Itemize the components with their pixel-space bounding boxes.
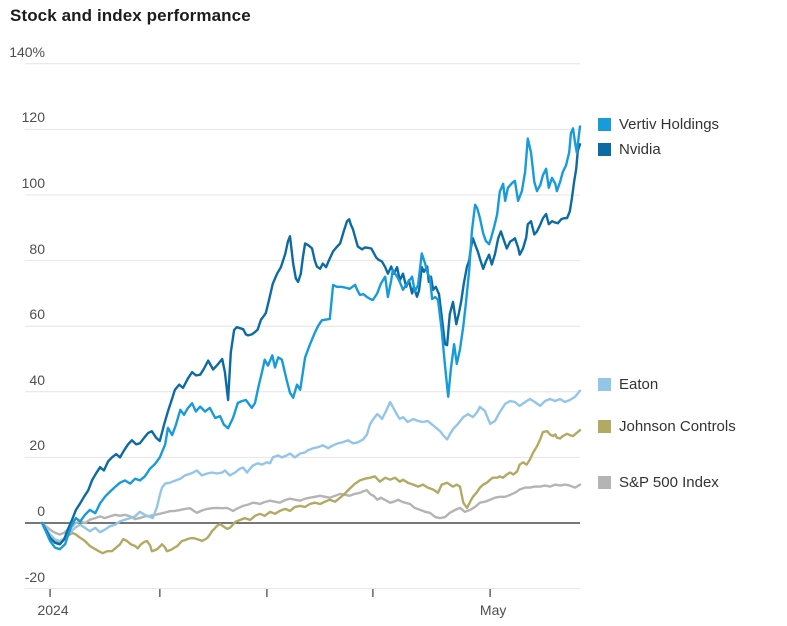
y-axis-label-60: 60 bbox=[29, 306, 45, 323]
series-line-eaton bbox=[40, 389, 582, 543]
y-axis-label-0: 0 bbox=[37, 503, 45, 519]
series-line-nvidia bbox=[40, 142, 582, 546]
series-line-johnson-controls bbox=[40, 429, 582, 555]
y-axis-label-120: 120 bbox=[21, 109, 45, 126]
y-axis-label--20: -20 bbox=[24, 568, 45, 585]
chart-title: Stock and index performance bbox=[10, 6, 251, 25]
y-axis-label-80: 80 bbox=[29, 240, 45, 257]
x-axis-label-2024: 2024 bbox=[37, 602, 69, 618]
y-axis-label-40: 40 bbox=[29, 371, 45, 388]
x-axis-label-may: May bbox=[479, 602, 507, 618]
y-axis-label-100: 100 bbox=[21, 175, 45, 191]
series-line-s-p-500-index bbox=[40, 483, 582, 536]
y-axis-label-140: 140% bbox=[9, 43, 45, 60]
series-line-vertiv-holdings bbox=[40, 125, 582, 551]
y-axis-label-20: 20 bbox=[29, 437, 45, 454]
